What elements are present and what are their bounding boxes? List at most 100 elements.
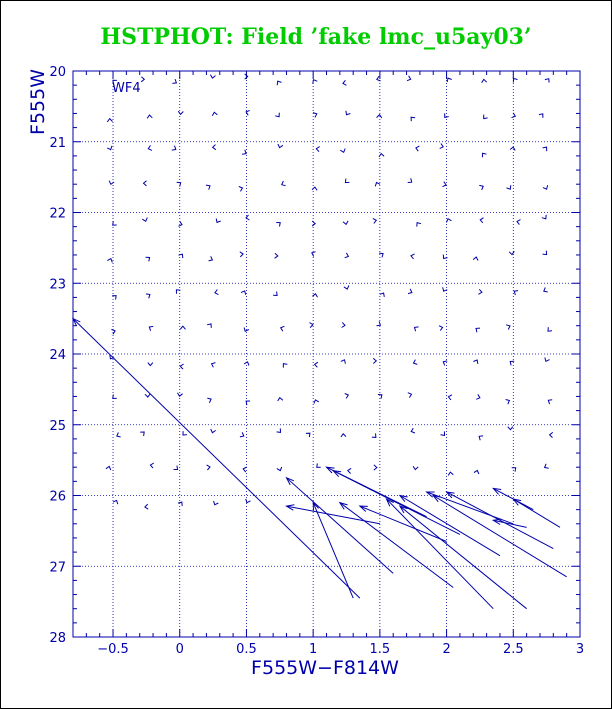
- field-arrow-mark: [508, 250, 515, 256]
- field-arrow-mark: [345, 110, 351, 116]
- y-tick-label: 23: [49, 277, 66, 292]
- field-arrow-mark: [379, 252, 384, 258]
- field-arrow-mark: [512, 77, 518, 83]
- field-arrow-mark: [442, 254, 448, 260]
- field-arrow-mark: [276, 80, 282, 86]
- field-arrow-mark: [177, 392, 183, 397]
- field-arrow-mark: [416, 221, 422, 227]
- plot-frame: [72, 70, 581, 638]
- field-arrow-mark: [311, 220, 316, 227]
- field-arrow-mark: [311, 186, 318, 191]
- x-tick-label: 1.5: [370, 642, 391, 657]
- field-arrow-mark: [239, 432, 245, 438]
- field-arrow-mark: [275, 112, 280, 118]
- field-arrow-mark: [147, 145, 153, 151]
- vector-line: [312, 502, 354, 599]
- field-arrow-mark: [175, 289, 181, 294]
- y-tick-label: 24: [49, 348, 66, 363]
- field-arrow-mark: [144, 393, 151, 398]
- field-arrow-mark: [112, 79, 117, 85]
- field-arrow-mark: [244, 73, 249, 80]
- field-arrow-mark: [142, 180, 147, 187]
- field-arrow-mark: [344, 393, 350, 399]
- vector-arrowhead: [358, 505, 368, 512]
- vector-line: [513, 498, 561, 528]
- field-arrow-mark: [446, 217, 452, 223]
- vector-arrowhead: [285, 504, 295, 511]
- x-tick-label: 1: [309, 642, 317, 657]
- field-arrow-mark: [239, 251, 244, 258]
- field-arrow-mark: [544, 357, 550, 363]
- y-tick-label: 22: [49, 207, 66, 222]
- field-arrow-mark: [277, 143, 284, 149]
- field-arrow-mark: [214, 289, 219, 296]
- field-arrow-mark: [106, 145, 113, 151]
- field-arrow-mark: [538, 113, 544, 118]
- x-tick-label: −0.5: [97, 642, 129, 657]
- field-arrow-mark: [442, 181, 447, 188]
- field-arrow-mark: [309, 322, 314, 328]
- field-arrow-mark: [478, 288, 483, 295]
- x-tick-label: 3: [576, 642, 584, 657]
- arrow-marks: [105, 73, 554, 510]
- field-arrow-mark: [273, 291, 278, 297]
- field-arrow-mark: [542, 146, 548, 152]
- field-arrow-mark: [442, 360, 448, 366]
- vector-arrowhead: [338, 501, 348, 510]
- field-arrow-mark: [481, 78, 488, 83]
- vector-line: [286, 505, 380, 525]
- field-arrow-mark: [112, 499, 119, 505]
- field-arrow-mark: [511, 467, 517, 472]
- axes: [72, 70, 581, 638]
- field-arrow-mark: [479, 217, 484, 224]
- field-arrow-mark: [243, 361, 250, 366]
- field-arrow-mark: [473, 359, 479, 365]
- vector-arrowhead: [445, 491, 455, 499]
- field-arrow-mark: [305, 432, 311, 438]
- field-arrow-mark: [206, 464, 211, 471]
- field-arrow-mark: [242, 466, 247, 473]
- field-arrow-mark: [316, 463, 321, 468]
- vector-arrowhead: [398, 494, 408, 503]
- field-arrow-mark: [312, 112, 318, 118]
- y-tick-label: 25: [49, 419, 66, 434]
- field-arrow-mark: [479, 184, 484, 191]
- vector-line: [339, 502, 454, 588]
- field-arrow-mark: [313, 361, 319, 368]
- x-tick-label: 2: [442, 642, 450, 657]
- vector-line: [286, 477, 394, 574]
- field-arrow-mark: [516, 219, 521, 225]
- field-arrow-mark: [112, 221, 117, 226]
- field-arrow-mark: [371, 433, 377, 438]
- field-arrow-mark: [511, 112, 517, 119]
- field-arrow-mark: [177, 501, 183, 507]
- field-arrow-mark: [412, 359, 418, 365]
- field-arrow-mark: [276, 428, 282, 433]
- field-arrow-mark: [206, 323, 212, 328]
- vector-line: [493, 519, 527, 528]
- field-arrow-mark: [543, 463, 549, 469]
- y-tick-labels: 20 21 22 23 24 25 26 27 28: [49, 65, 66, 646]
- field-arrow-mark: [444, 113, 449, 119]
- field-arrow-mark: [179, 363, 184, 370]
- field-arrow-mark: [505, 399, 511, 405]
- field-arrow-mark: [276, 222, 281, 227]
- field-arrow-mark: [242, 149, 247, 155]
- y-tick-label: 21: [49, 136, 66, 151]
- vector-line: [399, 495, 501, 557]
- field-arrow-mark: [447, 471, 454, 476]
- field-arrow-mark: [111, 328, 116, 335]
- field-arrow-mark: [144, 503, 149, 510]
- vector-arrowhead: [425, 491, 435, 498]
- field-arrow-mark: [245, 109, 250, 116]
- field-arrow-mark: [542, 250, 548, 256]
- field-arrow-mark: [277, 396, 284, 402]
- vector-arrowhead: [331, 470, 342, 477]
- vector-line: [432, 495, 567, 578]
- field-arrow-mark: [376, 75, 381, 82]
- field-arrow-mark: [243, 327, 250, 333]
- vector-arrowhead: [325, 466, 335, 474]
- field-arrow-mark: [208, 256, 214, 262]
- field-arrow-mark: [211, 111, 218, 116]
